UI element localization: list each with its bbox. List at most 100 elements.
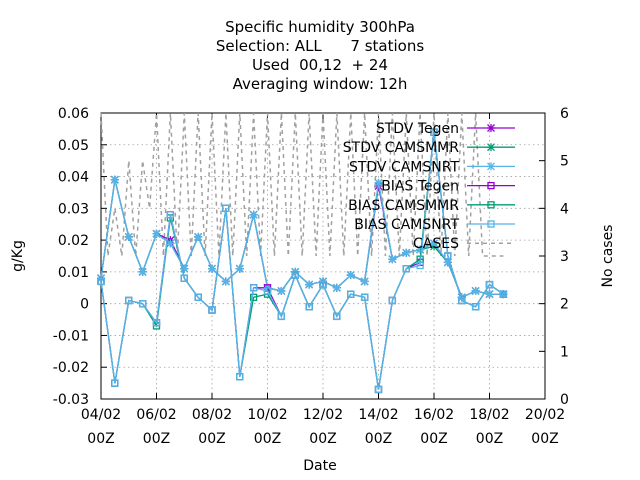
y-tick-label: 0.05 <box>58 138 89 154</box>
data-point-star <box>138 267 147 276</box>
series-line <box>100 132 504 390</box>
data-point-square <box>236 373 244 381</box>
y-tick-label: 0.06 <box>58 106 89 122</box>
data-point-square <box>430 128 438 136</box>
data-point-star <box>388 255 397 264</box>
x-tick-label-hour: 00Z <box>143 431 170 447</box>
y2-tick-label: 3 <box>560 249 569 265</box>
legend-entry: BIAS Tegen <box>381 179 515 195</box>
data-point-star <box>249 210 258 219</box>
data-point-star <box>487 143 495 152</box>
data-point-square <box>111 379 119 387</box>
x-tick-label-date: 06/02 <box>136 407 176 423</box>
data-point-square <box>263 287 272 295</box>
y2-axis-label: No cases <box>600 225 616 288</box>
data-point-square <box>208 306 216 314</box>
data-point-square <box>487 201 495 209</box>
y-axis-label: g/Kg <box>10 240 26 272</box>
data-point-square <box>138 300 147 308</box>
data-point-star <box>194 232 203 241</box>
x-tick-label-hour: 00Z <box>198 431 225 447</box>
series-layer <box>97 112 508 394</box>
data-point-star <box>152 229 161 238</box>
legend-label: BIAS CAMSMMR <box>348 198 459 214</box>
x-tick-label-date: 18/02 <box>469 407 509 423</box>
x-tick-label-hour: 00Z <box>476 431 503 447</box>
data-point-square <box>249 293 258 301</box>
legend-entry: STDV CAMSNRT <box>349 159 515 175</box>
data-point-square <box>291 271 299 279</box>
x-tick-label-hour: 00Z <box>420 431 447 447</box>
data-point-square <box>194 293 202 301</box>
data-point-square <box>471 303 480 311</box>
axes: 0.06 0.05 0.04 0.03 0.02 0.01 0 -0.01 -0.02 -0.03… <box>53 106 569 447</box>
y-tick-label: 0.01 <box>58 265 89 281</box>
legend-label: STDV CAMSNRT <box>349 159 460 175</box>
legend-entry: BIAS CAMSMMR <box>348 198 515 214</box>
legend: STDV Tegen STDV CAMSMMR STDV CAMSNRT BIAS T… <box>343 121 515 252</box>
data-point-square <box>444 252 452 260</box>
data-point-square <box>402 265 410 273</box>
data-point-square <box>374 385 383 394</box>
y-tick-label: 0.02 <box>58 233 89 249</box>
data-point-star <box>487 124 495 132</box>
data-point-star <box>305 280 314 289</box>
data-point-star <box>485 290 494 299</box>
data-point-star <box>221 277 230 286</box>
x-tick-label-date: 14/02 <box>358 407 398 423</box>
y2-tick-label: 0 <box>560 392 569 408</box>
y-tick-label: 0.04 <box>58 170 89 186</box>
x-tick-label-hour: 00Z <box>254 431 281 447</box>
data-point-star <box>332 283 341 292</box>
x-tick-label-hour: 00Z <box>87 431 114 447</box>
data-point-square <box>249 284 258 292</box>
data-point-square <box>487 181 495 190</box>
data-point-star <box>487 162 495 171</box>
data-point-square <box>485 280 494 289</box>
data-point-square <box>347 290 355 298</box>
data-point-square <box>125 296 133 305</box>
title-line-4: Averaging window: 12h <box>233 75 408 93</box>
x-tick-label-hour: 00Z <box>531 431 558 447</box>
y-tick-label: 0.03 <box>58 201 89 217</box>
x-axis-label: Date <box>303 458 336 474</box>
x-tick-label-date: 10/02 <box>247 407 287 423</box>
legend-entry: CASES <box>413 236 515 252</box>
data-point-square <box>180 274 188 282</box>
y-tick-label: -0.01 <box>53 328 89 344</box>
y2-tick-label: 4 <box>560 201 569 217</box>
y-tick-label: 0 <box>80 297 89 313</box>
y-tick-label: -0.02 <box>53 360 89 376</box>
title-line-3: Used 00,12 + 24 <box>252 56 388 74</box>
x-tick-label-date: 16/02 <box>414 407 454 423</box>
data-point-star <box>124 232 133 241</box>
y2-tick-label: 6 <box>560 106 569 122</box>
data-point-square <box>166 211 175 219</box>
series-bias-camsnrt <box>97 128 508 394</box>
legend-label: BIAS Tegen <box>381 179 459 195</box>
data-point-square <box>222 204 230 212</box>
data-point-square <box>487 220 495 228</box>
data-point-square <box>319 280 327 289</box>
data-point-square <box>360 293 369 301</box>
x-tick-label-hour: 00Z <box>309 431 336 447</box>
data-point-square <box>333 312 341 321</box>
data-point-square <box>305 303 313 311</box>
data-point-star <box>374 178 383 187</box>
data-point-star <box>208 264 216 273</box>
y2-tick-label: 5 <box>560 154 569 170</box>
data-point-star <box>346 271 355 280</box>
data-point-star <box>402 248 411 257</box>
data-point-square <box>458 296 466 305</box>
legend-entry: BIAS CAMSNRT <box>354 217 515 233</box>
data-point-star <box>277 286 286 295</box>
data-point-square <box>388 296 397 305</box>
legend-label: STDV Tegen <box>376 121 459 137</box>
data-point-star <box>360 277 369 286</box>
chart-title: Specific humidity 300hPa Selection: ALL … <box>216 18 424 93</box>
x-tick-label-hour: 00Z <box>365 431 392 447</box>
x-tick-label-date: 04/02 <box>81 407 121 423</box>
title-line-1: Specific humidity 300hPa <box>225 18 415 36</box>
data-point-square <box>277 312 286 321</box>
